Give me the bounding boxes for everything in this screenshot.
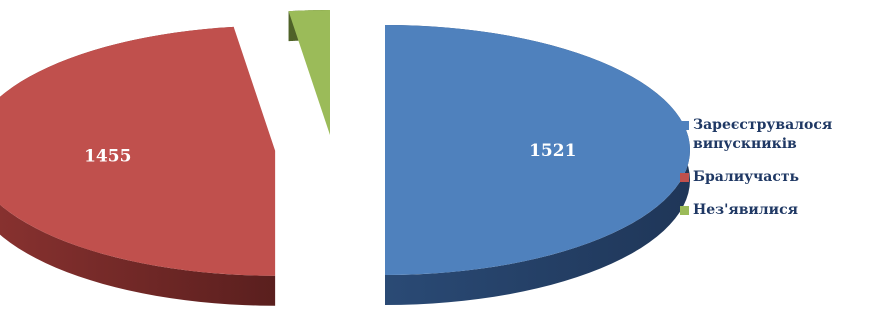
- legend-swatch-absent: [680, 206, 689, 215]
- slice-registered-top: [385, 25, 690, 275]
- data-label-registered: 1521: [529, 141, 576, 161]
- legend-label-participated: Бралиучасть: [693, 169, 800, 185]
- legend-swatch-registered: [680, 121, 689, 130]
- slice-participated-side: [0, 26, 276, 306]
- legend-swatch-participated: [680, 173, 689, 182]
- data-label-absent: 66: [330, 23, 354, 43]
- legend-label-absent: Нез'явилися: [693, 202, 798, 218]
- slice-registered: [385, 25, 690, 305]
- legend: Зареєструвалося випускників Бралиучасть …: [680, 116, 870, 234]
- data-label-participated: 1455: [84, 146, 131, 166]
- slice-participated: [0, 26, 276, 306]
- slice-participated-top: [0, 26, 276, 276]
- slice-absent-top: [288, 10, 330, 135]
- legend-label-registered: Зареєструвалося випускників: [693, 117, 833, 152]
- slice-absent: [288, 10, 330, 135]
- legend-item-absent: Нез'явилися: [680, 201, 870, 220]
- legend-item-registered: Зареєструвалося випускників: [680, 116, 870, 154]
- legend-item-participated: Бралиучасть: [680, 168, 870, 187]
